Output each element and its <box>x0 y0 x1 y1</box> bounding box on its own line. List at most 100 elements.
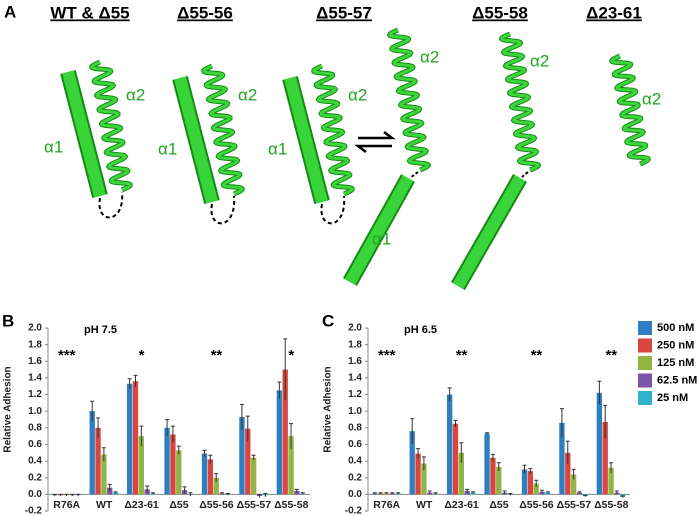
y-tick-label: 1.0 <box>348 406 362 417</box>
loop <box>320 195 346 225</box>
legend-swatch <box>638 321 652 335</box>
x-tick-label: Δ55-57 <box>237 499 272 511</box>
bar <box>101 454 107 495</box>
error-bar <box>609 462 614 473</box>
error-bar <box>390 492 395 495</box>
x-tick-label: WT <box>416 499 433 511</box>
y-tick-label: 1.6 <box>348 356 362 367</box>
error-bar <box>127 378 132 389</box>
x-tick-label: Δ55-56 <box>519 499 554 511</box>
bar <box>170 434 176 495</box>
error-bar <box>90 400 95 422</box>
bar <box>207 459 214 495</box>
error-bar <box>214 473 219 482</box>
y-tick-label: 0.2 <box>28 472 42 483</box>
x-tick-label: Δ55-56 <box>199 499 234 511</box>
bar <box>421 463 427 495</box>
legend-label: 500 nM <box>657 322 694 334</box>
bar <box>132 381 139 495</box>
loop <box>520 171 529 179</box>
y-tick-label: 0.0 <box>28 489 42 500</box>
x-tick-label: Δ55-58 <box>274 499 309 511</box>
y-tick-label: 1.2 <box>348 389 362 400</box>
column-title: Δ55-56 <box>177 3 233 22</box>
y-tick-label: 0.2 <box>348 472 362 483</box>
subtitle: pH 6.5 <box>404 324 437 336</box>
bar <box>201 453 208 495</box>
error-bar <box>421 456 426 471</box>
bar <box>490 457 496 495</box>
bar <box>452 423 459 495</box>
helix-coil <box>312 64 354 196</box>
bar <box>245 428 251 495</box>
significance: * <box>139 347 145 364</box>
error-bar <box>416 448 421 459</box>
error-bar <box>257 493 262 498</box>
helix-coil <box>90 60 132 192</box>
bar <box>521 469 528 495</box>
y-tick-label: 1.4 <box>28 373 42 384</box>
error-bar <box>485 432 490 435</box>
error-bar <box>490 453 495 462</box>
bar <box>213 477 219 495</box>
helix-label: α1 <box>268 139 287 158</box>
error-bar <box>263 493 268 497</box>
x-tick-label: WT <box>96 499 113 511</box>
error-bar <box>294 488 299 493</box>
column-title: Δ23-61 <box>586 3 642 22</box>
error-bar <box>176 445 181 455</box>
error-bar <box>620 495 625 498</box>
bar <box>533 483 539 495</box>
y-tick-label: 0.4 <box>28 456 42 467</box>
error-bar <box>410 418 415 444</box>
bar <box>95 427 101 495</box>
bar <box>496 466 502 495</box>
significance: * <box>288 347 294 364</box>
loop <box>210 195 236 225</box>
error-bar <box>225 493 230 496</box>
equilibrium-arrow <box>358 131 396 140</box>
legend-swatch <box>638 391 652 405</box>
error-bar <box>384 492 389 495</box>
error-bar <box>283 338 288 401</box>
column-title: Δ55-57 <box>316 3 372 22</box>
error-bar <box>208 454 213 464</box>
bar <box>138 436 144 495</box>
error-bar <box>559 408 564 437</box>
error-bar <box>70 493 75 497</box>
helix-label: α2 <box>420 47 439 66</box>
error-bar <box>571 468 576 480</box>
column-title: WT & Δ55 <box>50 3 129 22</box>
x-tick-label: R76A <box>53 499 80 511</box>
bar <box>565 452 571 495</box>
helix-cylinder <box>174 76 218 204</box>
bar <box>527 471 534 495</box>
x-tick-label: Δ55-58 <box>594 499 629 511</box>
x-tick-label: Δ55 <box>489 499 508 511</box>
error-bar <box>583 494 588 497</box>
helix-label: α2 <box>530 51 549 70</box>
x-tick-label: Δ55-57 <box>557 499 592 511</box>
x-tick-label: Δ55 <box>169 499 188 511</box>
error-bar <box>139 425 144 447</box>
error-bar <box>372 492 377 495</box>
error-bar <box>251 454 256 461</box>
loop <box>98 191 124 219</box>
y-tick-label: 1.4 <box>348 373 362 384</box>
error-bar <box>220 492 225 495</box>
error-bar <box>113 491 118 494</box>
error-bar <box>107 483 112 492</box>
error-bar <box>96 417 101 438</box>
error-bar <box>182 486 187 494</box>
error-bar <box>150 492 155 495</box>
error-bar <box>433 492 438 495</box>
y-tick-label: 1.0 <box>28 406 42 417</box>
legend-label: 125 nM <box>657 357 694 369</box>
error-bar <box>534 479 539 487</box>
x-tick-label: Δ23-61 <box>444 499 479 511</box>
y-tick-label: 1.6 <box>28 356 42 367</box>
helix-cylinder <box>284 76 328 204</box>
helix-label: α2 <box>642 89 661 108</box>
helix-label: α1 <box>372 229 391 248</box>
